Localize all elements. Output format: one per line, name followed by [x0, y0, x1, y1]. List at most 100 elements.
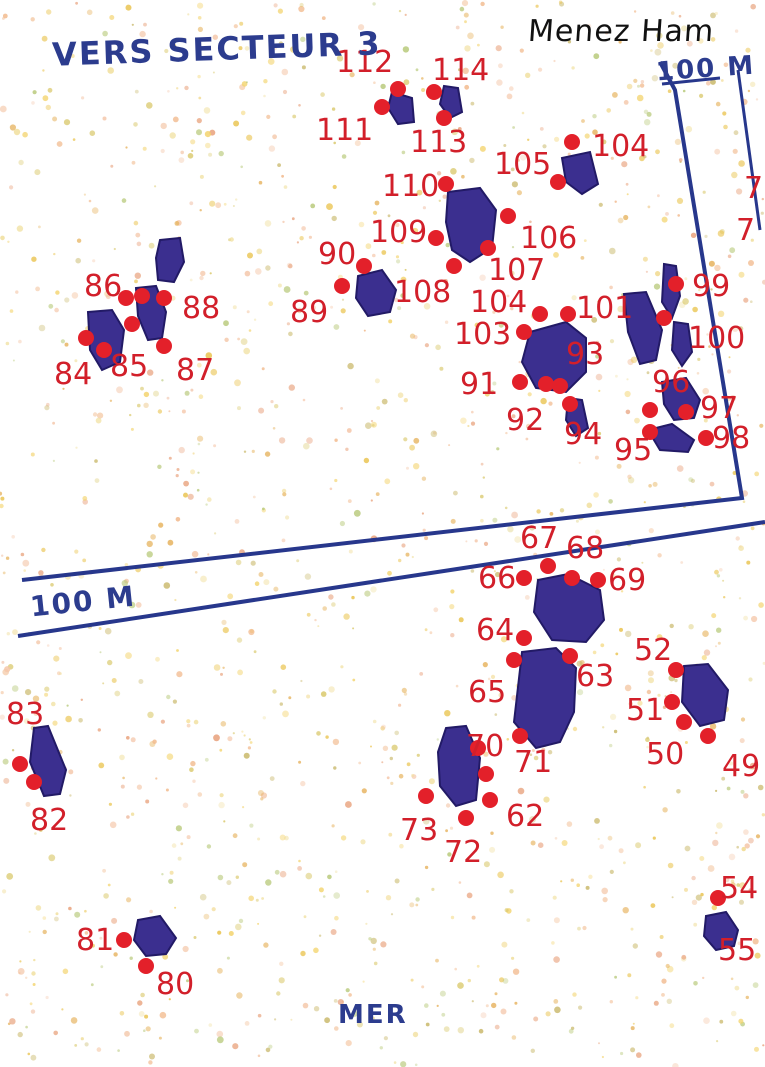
speckle-dot [157, 464, 162, 469]
speckle-dot [553, 59, 556, 63]
speckle-dot [609, 743, 613, 748]
speckle-dot [747, 89, 751, 93]
speckle-dot [702, 976, 705, 980]
speckle-dot [759, 423, 764, 428]
speckle-dot [61, 1008, 64, 1011]
speckle-dot [146, 102, 153, 109]
speckle-dot [193, 936, 197, 939]
speckle-dot [645, 270, 649, 273]
speckle-dot [702, 387, 709, 395]
speckle-dot [189, 278, 193, 282]
speckle-dot [402, 46, 410, 53]
speckle-dot [62, 968, 69, 975]
speckle-dot [623, 861, 626, 865]
speckle-dot [94, 478, 100, 483]
speckle-dot [76, 238, 82, 243]
speckle-dot [413, 437, 420, 444]
survey-marker [512, 374, 528, 390]
speckle-dot [124, 1030, 130, 1037]
speckle-dot [634, 417, 640, 424]
speckle-dot [192, 779, 196, 783]
speckle-dot [380, 83, 386, 90]
speckle-dot [282, 220, 285, 224]
speckle-dot [212, 71, 215, 74]
speckle-dot [702, 190, 706, 194]
speckle-dot [218, 150, 224, 157]
stone-number-label: 65 [468, 675, 506, 710]
survey-marker [656, 310, 672, 326]
speckle-dot [506, 738, 510, 741]
speckle-dot [715, 101, 721, 107]
speckle-dot [388, 319, 393, 324]
speckle-dot [25, 689, 32, 696]
speckle-dot [145, 799, 150, 804]
speckle-dot [277, 163, 281, 168]
speckle-dot [80, 1037, 84, 1041]
speckle-dot [700, 892, 704, 897]
speckle-dot [97, 412, 104, 419]
speckle-dot [38, 827, 43, 832]
speckle-dot [412, 1031, 419, 1038]
speckle-dot [422, 528, 426, 532]
speckle-dot [125, 652, 132, 659]
speckle-dot [334, 478, 338, 483]
speckle-dot [337, 999, 344, 1006]
speckle-dot [727, 369, 732, 374]
speckle-dot [255, 898, 259, 902]
speckle-dot [647, 205, 651, 209]
speckle-dot [16, 225, 24, 232]
speckle-dot [695, 894, 702, 901]
speckle-dot [199, 275, 204, 281]
speckle-dot [403, 437, 408, 442]
speckle-dot [182, 802, 189, 809]
speckle-dot [111, 678, 117, 683]
speckle-dot [277, 8, 283, 14]
speckle-dot [129, 413, 132, 417]
speckle-dot [517, 159, 520, 162]
stone-number-label: 71 [514, 745, 552, 780]
speckle-dot [424, 343, 429, 348]
speckle-dot [149, 909, 153, 914]
speckle-dot [88, 199, 92, 203]
speckle-dot [126, 897, 132, 903]
speckle-dot [750, 81, 756, 88]
speckle-dot [614, 975, 617, 979]
speckle-dot [138, 679, 144, 684]
speckle-dot [135, 232, 141, 238]
speckle-dot [19, 960, 22, 963]
speckle-dot [630, 1026, 635, 1031]
speckle-dot [496, 79, 503, 86]
survey-marker [118, 290, 134, 306]
stone-number-label: 73 [400, 813, 438, 848]
speckle-dot [69, 794, 72, 797]
speckle-dot [414, 1063, 418, 1067]
speckle-dot [719, 1019, 724, 1024]
stone-number-label: 89 [290, 295, 328, 330]
speckle-dot [370, 499, 373, 502]
speckle-dot [748, 260, 754, 266]
speckle-dot [22, 559, 30, 567]
speckle-dot [616, 463, 622, 469]
speckle-dot [650, 903, 656, 908]
speckle-dot [624, 390, 631, 398]
speckle-dot [650, 49, 653, 52]
speckle-dot [714, 148, 721, 155]
speckle-dot [553, 956, 560, 963]
speckle-dot [198, 394, 204, 400]
survey-marker [516, 324, 532, 340]
speckle-dot [54, 307, 59, 313]
speckle-dot [540, 397, 547, 405]
speckle-dot [372, 210, 378, 215]
speckle-dot [177, 856, 182, 861]
speckle-dot [351, 595, 355, 600]
speckle-dot [411, 555, 414, 559]
speckle-dot [462, 67, 469, 75]
speckle-dot [482, 476, 485, 479]
speckle-dot [480, 1012, 487, 1019]
speckle-dot [190, 139, 196, 145]
speckle-dot [203, 107, 211, 114]
speckle-dot [200, 575, 207, 583]
speckle-dot [483, 541, 489, 547]
menhir-stone [560, 150, 600, 196]
speckle-dot [98, 627, 102, 630]
